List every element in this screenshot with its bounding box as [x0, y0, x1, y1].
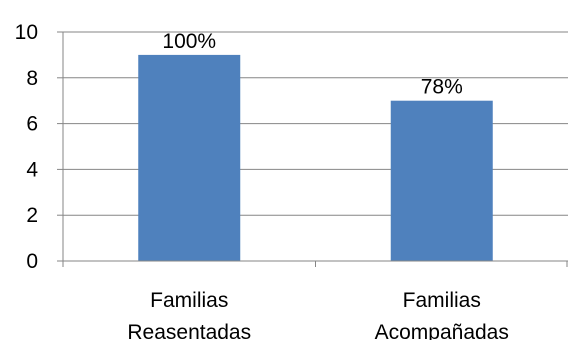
category-label-1-line-1: Familias — [150, 289, 228, 312]
data-label-1: 100% — [162, 30, 216, 53]
category-label-1-line-2: Reasentadas — [127, 321, 251, 340]
y-tick-label-2: 2 — [26, 204, 38, 227]
bar-1 — [138, 54, 241, 262]
labels: 0 2 4 6 8 10 100% Familias Reasentadas 78% Familia… — [15, 21, 509, 340]
y-tick-label-0: 0 — [26, 250, 38, 273]
y-tick-label-8: 8 — [26, 67, 38, 90]
data-label-2: 78% — [421, 76, 463, 99]
bar-2 — [390, 100, 493, 261]
category-label-2-line-1: Familias — [403, 289, 481, 312]
y-tick-label-10: 10 — [15, 21, 38, 44]
bars — [138, 54, 493, 262]
y-tick-label-4: 4 — [26, 158, 38, 181]
y-tick-label-6: 6 — [26, 113, 38, 136]
category-label-2-line-2: Acompañadas — [375, 321, 509, 340]
axes — [57, 31, 568, 267]
